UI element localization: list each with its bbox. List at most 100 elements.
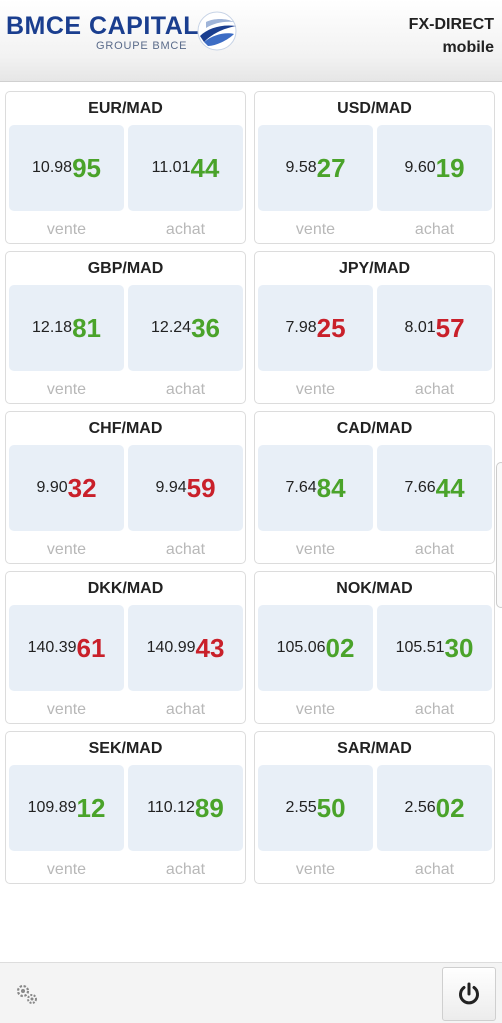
buy-rate-button[interactable]: 140.99 43 xyxy=(128,605,243,691)
pair-title: CAD/MAD xyxy=(336,420,413,437)
buy-label: achat xyxy=(165,541,206,558)
buy-rate-base: 11.01 xyxy=(151,159,191,176)
sell-label: vente xyxy=(46,701,87,718)
sell-rate-base: 109.89 xyxy=(27,799,77,816)
pair-title: EUR/MAD xyxy=(88,100,163,117)
rate-card[interactable]: EUR/MAD 10.98 95 11.01 44 vente achat xyxy=(5,91,246,244)
app-header: BMCE CAPITAL GROUPE BMCE FX-DIRECT mobil… xyxy=(0,0,502,82)
rate-card[interactable]: SAR/MAD 2.55 50 2.56 02 vente achat xyxy=(254,731,495,884)
buy-label: achat xyxy=(414,861,455,878)
sell-label: vente xyxy=(295,861,336,878)
sell-rate-pips: 95 xyxy=(72,152,101,183)
sell-rate-button[interactable]: 9.58 27 xyxy=(258,125,373,211)
buy-rate-pips: 02 xyxy=(435,792,465,823)
sell-rate-button[interactable]: 12.18 81 xyxy=(9,285,124,371)
buy-rate-pips: 89 xyxy=(194,792,224,823)
sell-label: vente xyxy=(295,221,336,238)
sell-rate-pips: 81 xyxy=(72,312,101,343)
sell-rate-base: 105.06 xyxy=(276,639,326,656)
power-icon xyxy=(459,982,479,1005)
buy-rate-pips: 44 xyxy=(190,152,220,183)
sell-rate-button[interactable]: 7.98 25 xyxy=(258,285,373,371)
buy-rate-button[interactable]: 9.60 19 xyxy=(377,125,492,211)
sell-rate-button[interactable]: 10.98 95 xyxy=(9,125,124,211)
buy-rate-base: 8.01 xyxy=(404,319,436,336)
sell-rate-pips: 02 xyxy=(325,632,355,663)
sell-rate-base: 7.98 xyxy=(285,319,317,336)
buy-rate-button[interactable]: 9.94 59 xyxy=(128,445,243,531)
brand-subtitle: GROUPE BMCE xyxy=(96,40,188,52)
buy-label: achat xyxy=(414,381,455,398)
sell-rate-pips: 27 xyxy=(316,152,346,183)
pair-title: GBP/MAD xyxy=(87,260,164,277)
gears-icon[interactable] xyxy=(14,981,40,1007)
buy-rate-base: 9.94 xyxy=(155,479,187,496)
buy-rate-button[interactable]: 110.12 89 xyxy=(128,765,243,851)
sell-rate-base: 7.64 xyxy=(285,479,317,496)
brand-name: BMCE CAPITAL xyxy=(6,12,200,40)
buy-label: achat xyxy=(414,541,455,558)
sell-label: vente xyxy=(295,541,336,558)
buy-rate-button[interactable]: 11.01 44 xyxy=(128,125,243,211)
bmce-logo-icon xyxy=(197,11,237,51)
pair-title: DKK/MAD xyxy=(87,580,164,597)
buy-rate-button[interactable]: 8.01 57 xyxy=(377,285,492,371)
buy-rate-button[interactable]: 7.66 44 xyxy=(377,445,492,531)
buy-rate-pips: 36 xyxy=(191,312,220,343)
sell-label: vente xyxy=(295,701,336,718)
buy-rate-base: 2.56 xyxy=(404,799,436,816)
buy-rate-button[interactable]: 105.51 30 xyxy=(377,605,492,691)
sell-label: vente xyxy=(46,541,87,558)
buy-rate-pips: 43 xyxy=(195,632,225,663)
buy-label: achat xyxy=(165,861,206,878)
sell-rate-button[interactable]: 105.06 02 xyxy=(258,605,373,691)
sell-rate-base: 9.58 xyxy=(285,159,317,176)
sell-rate-pips: 25 xyxy=(316,312,346,343)
sell-label: vente xyxy=(46,221,87,238)
sell-rate-button[interactable]: 140.39 61 xyxy=(9,605,124,691)
buy-rate-base: 12.24 xyxy=(151,319,192,336)
buy-rate-base: 110.12 xyxy=(147,799,195,816)
rate-card[interactable]: SEK/MAD 109.89 12 110.12 89 vente achat xyxy=(5,731,246,884)
sell-rate-pips: 32 xyxy=(67,472,97,503)
buy-rate-pips: 30 xyxy=(444,632,474,663)
buy-rate-pips: 44 xyxy=(435,472,465,503)
buy-rate-base: 9.60 xyxy=(404,159,436,176)
sell-rate-button[interactable]: 109.89 12 xyxy=(9,765,124,851)
sell-label: vente xyxy=(46,381,87,398)
sell-rate-button[interactable]: 9.90 32 xyxy=(9,445,124,531)
pair-title: USD/MAD xyxy=(337,100,412,117)
pair-title: NOK/MAD xyxy=(336,580,413,597)
pair-title: CHF/MAD xyxy=(88,420,163,437)
buy-rate-base: 140.99 xyxy=(146,639,196,656)
pair-title: SAR/MAD xyxy=(337,740,412,757)
sell-rate-base: 9.90 xyxy=(36,479,68,496)
sell-rate-button[interactable]: 2.55 50 xyxy=(258,765,373,851)
sell-rate-pips: 12 xyxy=(76,792,106,823)
logout-button[interactable] xyxy=(442,967,496,1021)
sell-label: vente xyxy=(46,861,87,878)
buy-rate-button[interactable]: 2.56 02 xyxy=(377,765,492,851)
rate-card[interactable]: CHF/MAD 9.90 32 9.94 59 vente achat xyxy=(5,411,246,564)
buy-label: achat xyxy=(165,701,206,718)
sell-rate-pips: 61 xyxy=(76,632,106,663)
side-drawer-handle[interactable] xyxy=(496,462,502,608)
rate-card[interactable]: USD/MAD 9.58 27 9.60 19 vente achat xyxy=(254,91,495,244)
rate-card[interactable]: CAD/MAD 7.64 84 7.66 44 vente achat xyxy=(254,411,495,564)
sell-rate-button[interactable]: 7.64 84 xyxy=(258,445,373,531)
rate-card[interactable]: JPY/MAD 7.98 25 8.01 57 vente achat xyxy=(254,251,495,404)
buy-rate-pips: 19 xyxy=(435,152,465,183)
rate-card[interactable]: GBP/MAD 12.18 81 12.24 36 vente achat xyxy=(5,251,246,404)
sell-rate-pips: 84 xyxy=(316,472,346,503)
buy-label: achat xyxy=(165,381,206,398)
rate-card[interactable]: DKK/MAD 140.39 61 140.99 43 vente achat xyxy=(5,571,246,724)
app-title: FX-DIRECT mobile xyxy=(409,13,494,59)
buy-rate-base: 7.66 xyxy=(404,479,436,496)
buy-rate-button[interactable]: 12.24 36 xyxy=(128,285,243,371)
footer-bar xyxy=(0,962,502,1023)
rate-card[interactable]: NOK/MAD 105.06 02 105.51 30 vente achat xyxy=(254,571,495,724)
app-title-line2: mobile xyxy=(442,39,494,56)
buy-label: achat xyxy=(414,701,455,718)
pair-title: JPY/MAD xyxy=(338,260,411,277)
sell-rate-base: 140.39 xyxy=(27,639,77,656)
